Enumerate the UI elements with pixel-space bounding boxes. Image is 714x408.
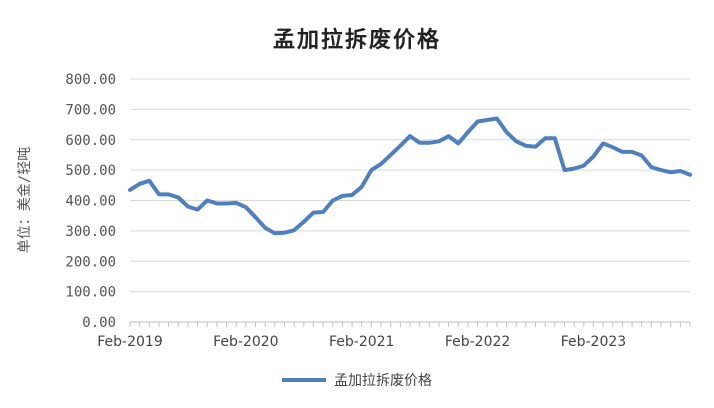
- y-tick-label: 600.00: [65, 133, 116, 149]
- y-tick-label: 700.00: [65, 102, 116, 118]
- legend-swatch: [282, 378, 326, 382]
- y-tick-label: 400.00: [65, 194, 116, 210]
- y-tick-label: 300.00: [65, 224, 116, 240]
- y-tick-label: 500.00: [65, 163, 116, 179]
- x-tick-label: Feb-2020: [213, 334, 278, 350]
- chart-title: 孟加拉拆废价格: [272, 27, 441, 53]
- y-tick-label: 800.00: [65, 72, 116, 88]
- x-tick-label: Feb-2019: [97, 334, 162, 350]
- y-tick-label: 0.00: [82, 315, 116, 331]
- legend-label: 孟加拉拆废价格: [334, 373, 432, 389]
- series-line: [128, 116, 692, 236]
- x-tick-label: Feb-2022: [445, 334, 510, 350]
- y-tick-label: 100.00: [65, 285, 116, 301]
- legend: 孟加拉拆废价格: [0, 370, 714, 390]
- y-tick-label: 200.00: [65, 254, 116, 270]
- x-tick-label: Feb-2023: [561, 334, 626, 350]
- x-tick-label: Feb-2021: [329, 334, 394, 350]
